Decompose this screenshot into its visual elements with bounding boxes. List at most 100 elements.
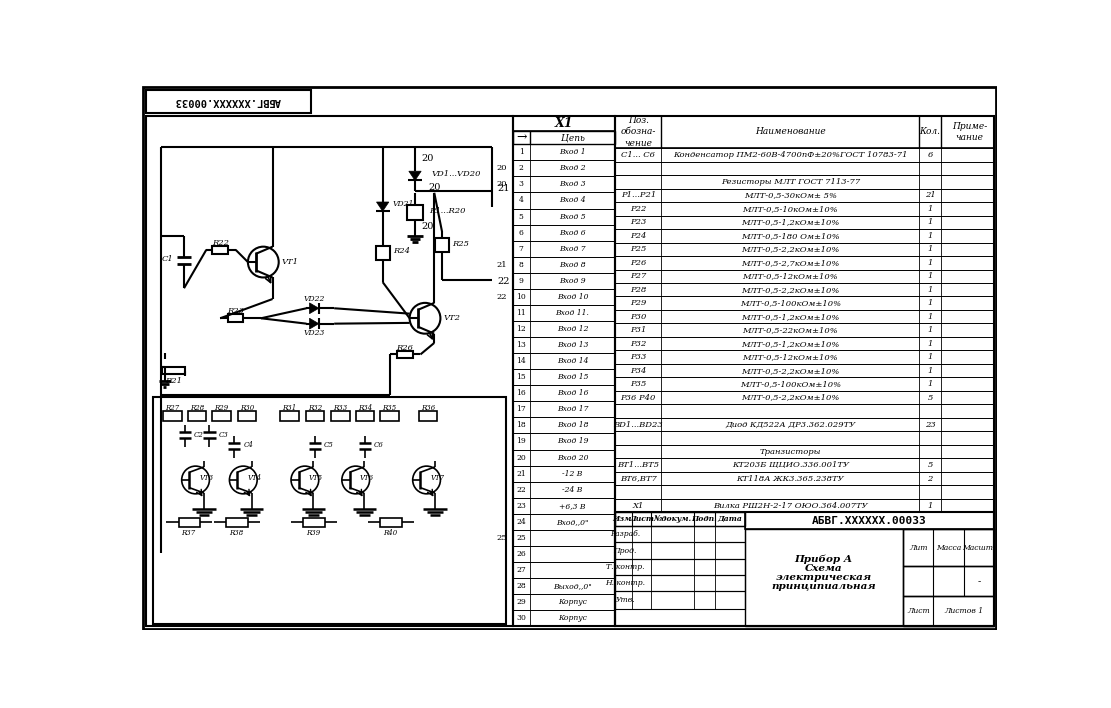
Text: X1: X1 [554,117,573,130]
Text: 26: 26 [517,550,527,558]
Text: VT4: VT4 [247,474,261,481]
Text: Листов 1: Листов 1 [944,607,983,615]
Text: №докум.: №докум. [653,515,692,523]
Bar [380,411,399,421]
Text: →: → [516,131,527,144]
Bar [615,283,994,297]
Text: Корпус: Корпус [558,615,587,622]
Text: Р35: Р35 [630,380,647,388]
Bar [513,241,615,257]
Text: 1: 1 [519,148,523,156]
Bar [303,518,324,527]
Text: 8: 8 [519,261,523,269]
Text: R40: R40 [383,529,398,537]
Bar [513,530,615,546]
Bar [513,481,615,498]
Text: Р25: Р25 [630,245,647,253]
Bar [513,273,615,289]
Text: VT6: VT6 [360,474,373,481]
Text: 21: 21 [497,261,508,269]
Text: C1: C1 [161,255,173,263]
Text: R27: R27 [166,404,180,412]
Bar [615,270,994,283]
Bar [146,116,513,627]
Text: 5: 5 [928,461,933,469]
Text: 22: 22 [498,277,510,286]
Bar [280,411,299,421]
Text: Р22: Р22 [630,205,647,213]
Bar [398,350,412,358]
Text: Транзисторы: Транзисторы [760,447,821,456]
Text: Вход 20: Вход 20 [557,454,588,462]
Bar [615,243,994,256]
Text: 20: 20 [429,183,441,192]
Text: МЛТ-0,5-30кОм± 5%: МЛТ-0,5-30кОм± 5% [744,191,837,200]
Text: Вход 17: Вход 17 [557,406,588,413]
Text: Вход 7: Вход 7 [559,245,585,253]
Text: VD23: VD23 [303,329,324,337]
Text: Р28: Р28 [630,286,647,294]
Bar [306,411,324,421]
Text: ВT6,ВT7: ВT6,ВT7 [620,474,657,483]
Bar [513,321,615,337]
Bar [615,324,994,337]
Bar [615,559,744,575]
Bar [146,90,311,113]
Text: 1: 1 [928,313,933,321]
Text: Конденсатор ПМ2-60В-4700пФ±20%ГОСТ 10783-71: Конденсатор ПМ2-60В-4700пФ±20%ГОСТ 10783… [673,151,908,159]
Text: R39: R39 [307,529,320,537]
Polygon shape [310,319,319,329]
Text: АБВГ.XXXXXX.00033: АБВГ.XXXXXX.00033 [174,96,281,106]
Text: 21: 21 [924,191,935,200]
Text: Р32: Р32 [630,340,647,348]
Text: Вход 9: Вход 9 [559,277,585,285]
Text: 2: 2 [928,474,933,483]
Text: R32: R32 [308,404,322,412]
Text: R30: R30 [240,404,254,412]
Text: 22: 22 [497,293,508,301]
Text: МЛТ-0,5-1,2кОм±10%: МЛТ-0,5-1,2кОм±10% [741,218,840,227]
Text: R34: R34 [358,404,372,412]
Text: 22: 22 [517,486,527,493]
Text: C6: C6 [374,441,384,450]
Bar [903,596,994,627]
Bar [513,289,615,305]
Bar [228,314,243,322]
Text: МЛТ-0,5-2,7кОм±10%: МЛТ-0,5-2,7кОм±10% [741,258,840,267]
Text: Диод КД522А ДР3.362.029ТУ: Диод КД522А ДР3.362.029ТУ [725,421,855,428]
Text: R21: R21 [166,377,182,384]
Bar [615,418,994,431]
Bar [513,594,615,610]
Text: Р30: Р30 [630,313,647,321]
Text: С1... С6: С1... С6 [621,151,655,159]
Text: 10: 10 [517,293,527,301]
Bar [615,445,994,458]
Bar [615,350,994,364]
Bar [615,337,994,350]
Text: Изм.: Изм. [612,515,634,523]
Text: Р36 Р40: Р36 Р40 [621,394,655,401]
Text: VD1...VD20: VD1...VD20 [432,169,481,178]
Text: принципиальная: принципиальная [771,582,877,591]
Text: Вход 3: Вход 3 [559,181,585,188]
Bar [615,499,994,513]
Bar [436,238,449,252]
Text: МЛТ-0,5-12кОм±10%: МЛТ-0,5-12кОм±10% [742,273,839,280]
Text: МЛТ-0,5-2,2кОм±10%: МЛТ-0,5-2,2кОм±10% [741,286,840,294]
Text: Приме-
чание: Приме- чание [952,122,987,142]
Text: R38: R38 [229,529,243,537]
Bar [903,530,994,566]
Text: 21: 21 [517,469,527,478]
Bar [238,411,257,421]
Text: 20: 20 [497,164,508,172]
Text: R31: R31 [282,404,297,412]
Bar [615,175,994,188]
Text: Р24: Р24 [630,232,647,240]
Text: Вход 1: Вход 1 [559,148,585,156]
Text: Наименование: Наименование [755,127,825,137]
Bar [419,411,438,421]
Text: КТ203Б ЩЦИО.336.001ТУ: КТ203Б ЩЦИО.336.001ТУ [732,461,849,469]
Text: 4: 4 [519,197,523,205]
Text: Т. контр.: Т. контр. [605,563,644,571]
Text: VT7: VT7 [430,474,444,481]
